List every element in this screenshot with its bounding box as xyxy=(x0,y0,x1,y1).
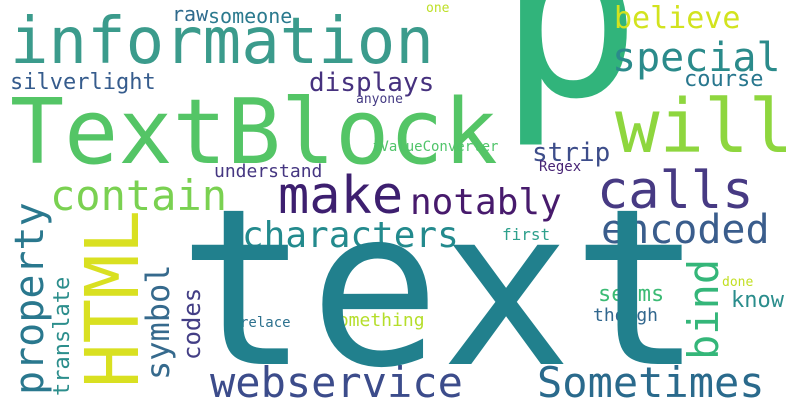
word-notably: notably xyxy=(410,182,562,223)
word-make: make xyxy=(278,166,404,226)
word-contain: contain xyxy=(50,171,228,220)
word-believe: believe xyxy=(614,1,741,36)
word-anyone: anyone xyxy=(356,92,403,107)
word-though: though xyxy=(593,305,659,326)
word-seems: seems xyxy=(598,282,665,307)
word-know: know xyxy=(731,288,784,313)
word-one: one xyxy=(426,1,450,16)
word-text: text xyxy=(178,163,703,400)
word-someone: someone xyxy=(208,4,293,28)
word-will: will xyxy=(615,84,794,170)
word-information: information xyxy=(10,5,434,79)
word-special: special xyxy=(612,35,781,81)
word-calls: calls xyxy=(597,161,754,221)
word-something: something xyxy=(327,310,425,331)
word-silverlight: silverlight xyxy=(10,70,156,95)
word-p: p xyxy=(498,0,642,152)
word-first: first xyxy=(502,225,551,244)
word-ivalueconverter: iValueConverter xyxy=(372,139,499,155)
word-displays: displays xyxy=(309,68,435,98)
word-property: property xyxy=(7,202,53,395)
word-regex: Regex xyxy=(539,159,582,175)
word-characters: characters xyxy=(242,215,459,256)
word-relace: relace xyxy=(240,315,291,331)
word-webservice: webservice xyxy=(210,358,463,400)
word-sometimes: Sometimes xyxy=(537,358,765,400)
word-textblock: TextBlock xyxy=(10,80,498,185)
word-symbol: symbol xyxy=(139,264,177,380)
word-strip: strip xyxy=(532,138,611,168)
word-encoded: encoded xyxy=(601,207,770,253)
word-raw: raw xyxy=(172,2,209,26)
word-understand: understand xyxy=(214,161,323,182)
word-course: course xyxy=(684,67,764,92)
word-translate: translate xyxy=(50,276,75,396)
word-done: done xyxy=(722,275,754,290)
